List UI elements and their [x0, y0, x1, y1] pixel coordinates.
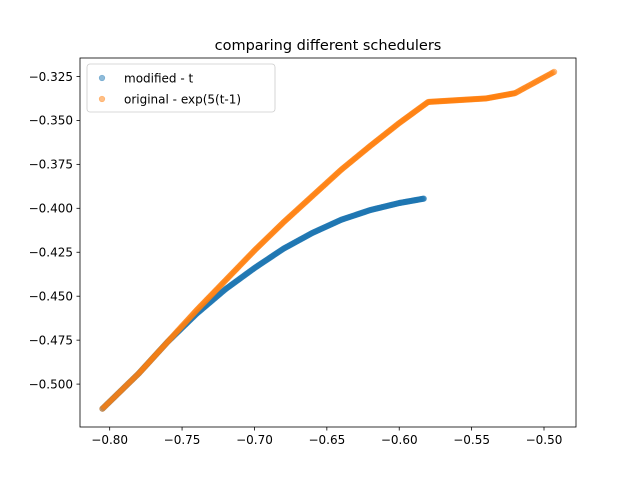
- y-tick-label: −0.325: [29, 70, 73, 84]
- y-tick-label: −0.450: [29, 290, 73, 304]
- x-tick-label: −0.65: [308, 433, 345, 447]
- series-modified: [99, 195, 427, 412]
- x-tick-label: −0.75: [164, 433, 201, 447]
- legend-box: [86, 63, 276, 113]
- x-tick-label: −0.60: [381, 433, 418, 447]
- x-tick-label: −0.55: [453, 433, 490, 447]
- y-tick-label: −0.375: [29, 158, 73, 172]
- y-tick-label: −0.400: [29, 202, 73, 216]
- legend: modified - t original - exp(5(t-1): [86, 63, 276, 113]
- data-point: [420, 195, 427, 202]
- y-tick-label: −0.500: [29, 377, 73, 391]
- x-tick-label: −0.70: [236, 433, 273, 447]
- y-tick-label: −0.425: [29, 246, 73, 260]
- x-axis: −0.80 −0.75 −0.70 −0.65 −0.60 −0.55 −0.50: [91, 427, 562, 447]
- legend-label: original - exp(5(t-1): [124, 92, 241, 106]
- plot-frame: [79, 57, 577, 428]
- y-tick-label: −0.350: [29, 114, 73, 128]
- chart-title: comparing different schedulers: [215, 38, 442, 54]
- y-tick-label: −0.475: [29, 333, 73, 347]
- data-point: [551, 68, 558, 75]
- y-axis: −0.500 −0.475 −0.450 −0.425 −0.400 −0.375 −0.3…: [29, 70, 80, 391]
- series-original: [99, 68, 558, 412]
- series-layer: [99, 68, 558, 412]
- x-tick-label: −0.80: [91, 433, 128, 447]
- legend-marker: [98, 74, 106, 82]
- legend-marker: [98, 95, 106, 103]
- x-tick-label: −0.50: [526, 433, 563, 447]
- legend-label: modified - t: [124, 71, 194, 85]
